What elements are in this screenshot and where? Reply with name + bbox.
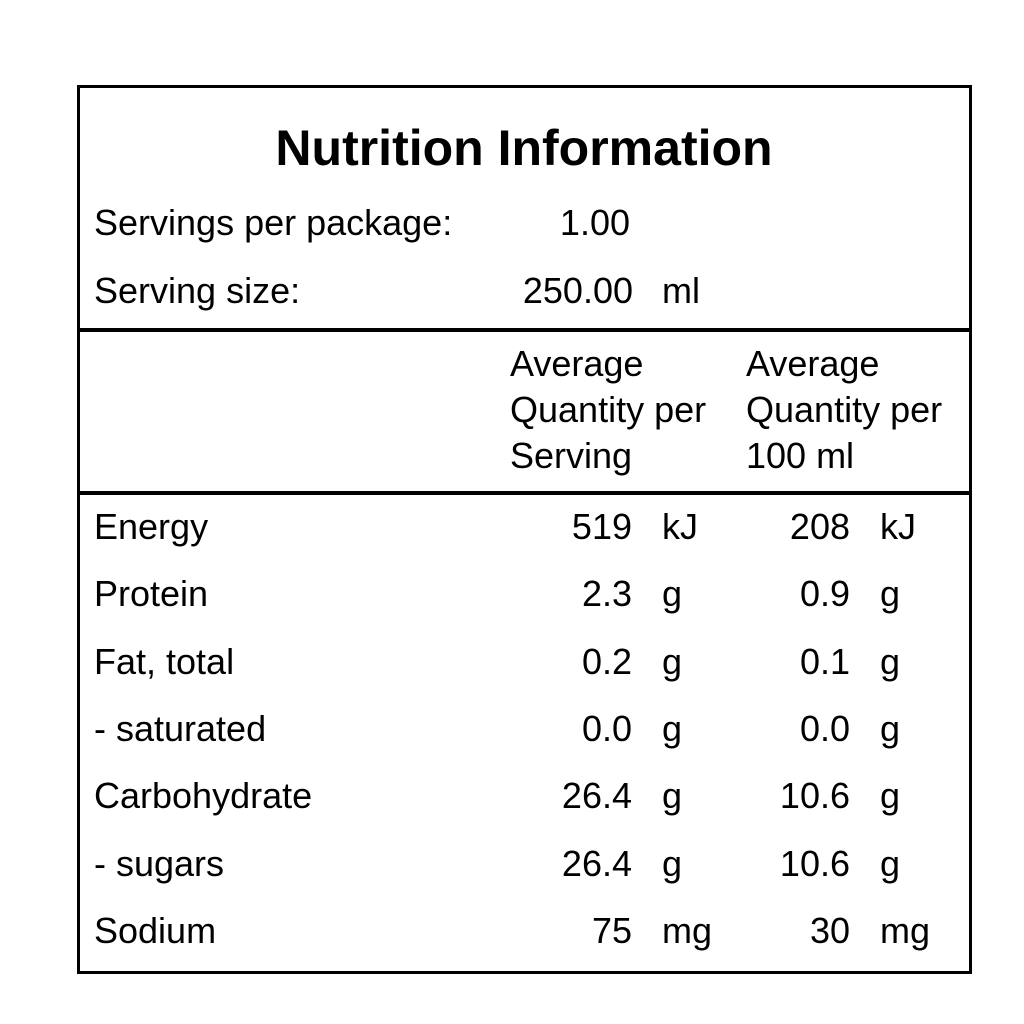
serving-value: 0.2: [581, 641, 632, 682]
column-heading-100ml-line3: 100 ml: [746, 435, 855, 476]
page-title: Nutrition Information: [275, 120, 773, 176]
serving-size-unit: ml: [662, 270, 700, 311]
servings-per-package-value: 1.00: [559, 202, 630, 243]
column-heading-100ml-line2: Quantity per: [746, 389, 943, 430]
per100-unit: g: [880, 775, 901, 816]
divider-top: [80, 328, 969, 332]
serving-unit: g: [662, 775, 683, 816]
column-heading-100ml-line1: Average: [746, 343, 880, 384]
per100-unit: mg: [880, 910, 931, 951]
per100-value: 0.0: [799, 708, 850, 749]
nutrient-name: - saturated: [94, 708, 267, 749]
divider-header: [80, 491, 969, 495]
per100-value: 0.9: [799, 573, 850, 614]
serving-size-value: 250.00: [522, 270, 633, 311]
serving-value: 26.4: [561, 843, 632, 884]
nutrient-name: Sodium: [94, 910, 217, 951]
column-heading-serving-line1: Average: [510, 343, 644, 384]
serving-value: 2.3: [581, 573, 632, 614]
serving-value: 75: [591, 910, 632, 951]
per100-value: 208: [789, 506, 850, 547]
nutrient-name: Protein: [94, 573, 209, 614]
serving-unit: g: [662, 641, 683, 682]
nutrient-name: - sugars: [94, 843, 225, 884]
serving-size-label: Serving size:: [94, 270, 301, 311]
per100-value: 30: [809, 910, 850, 951]
serving-value: 519: [571, 506, 632, 547]
per100-value: 10.6: [779, 775, 850, 816]
column-heading-serving-line2: Quantity per: [510, 389, 707, 430]
serving-unit: g: [662, 573, 683, 614]
per100-unit: kJ: [880, 506, 916, 547]
per100-unit: g: [880, 708, 901, 749]
per100-value: 0.1: [799, 641, 850, 682]
per100-unit: g: [880, 573, 901, 614]
serving-value: 0.0: [581, 708, 632, 749]
servings-per-package-label: Servings per package:: [94, 202, 453, 243]
per100-unit: g: [880, 641, 901, 682]
serving-unit: g: [662, 843, 683, 884]
serving-value: 26.4: [561, 775, 632, 816]
nutrition-panel: [77, 85, 972, 974]
column-heading-serving-line3: Serving: [510, 435, 633, 476]
nutrient-name: Fat, total: [94, 641, 235, 682]
serving-unit: kJ: [662, 506, 698, 547]
serving-unit: g: [662, 708, 683, 749]
nutrient-name: Carbohydrate: [94, 775, 313, 816]
per100-value: 10.6: [779, 843, 850, 884]
per100-unit: g: [880, 843, 901, 884]
nutrient-name: Energy: [94, 506, 209, 547]
serving-unit: mg: [662, 910, 713, 951]
